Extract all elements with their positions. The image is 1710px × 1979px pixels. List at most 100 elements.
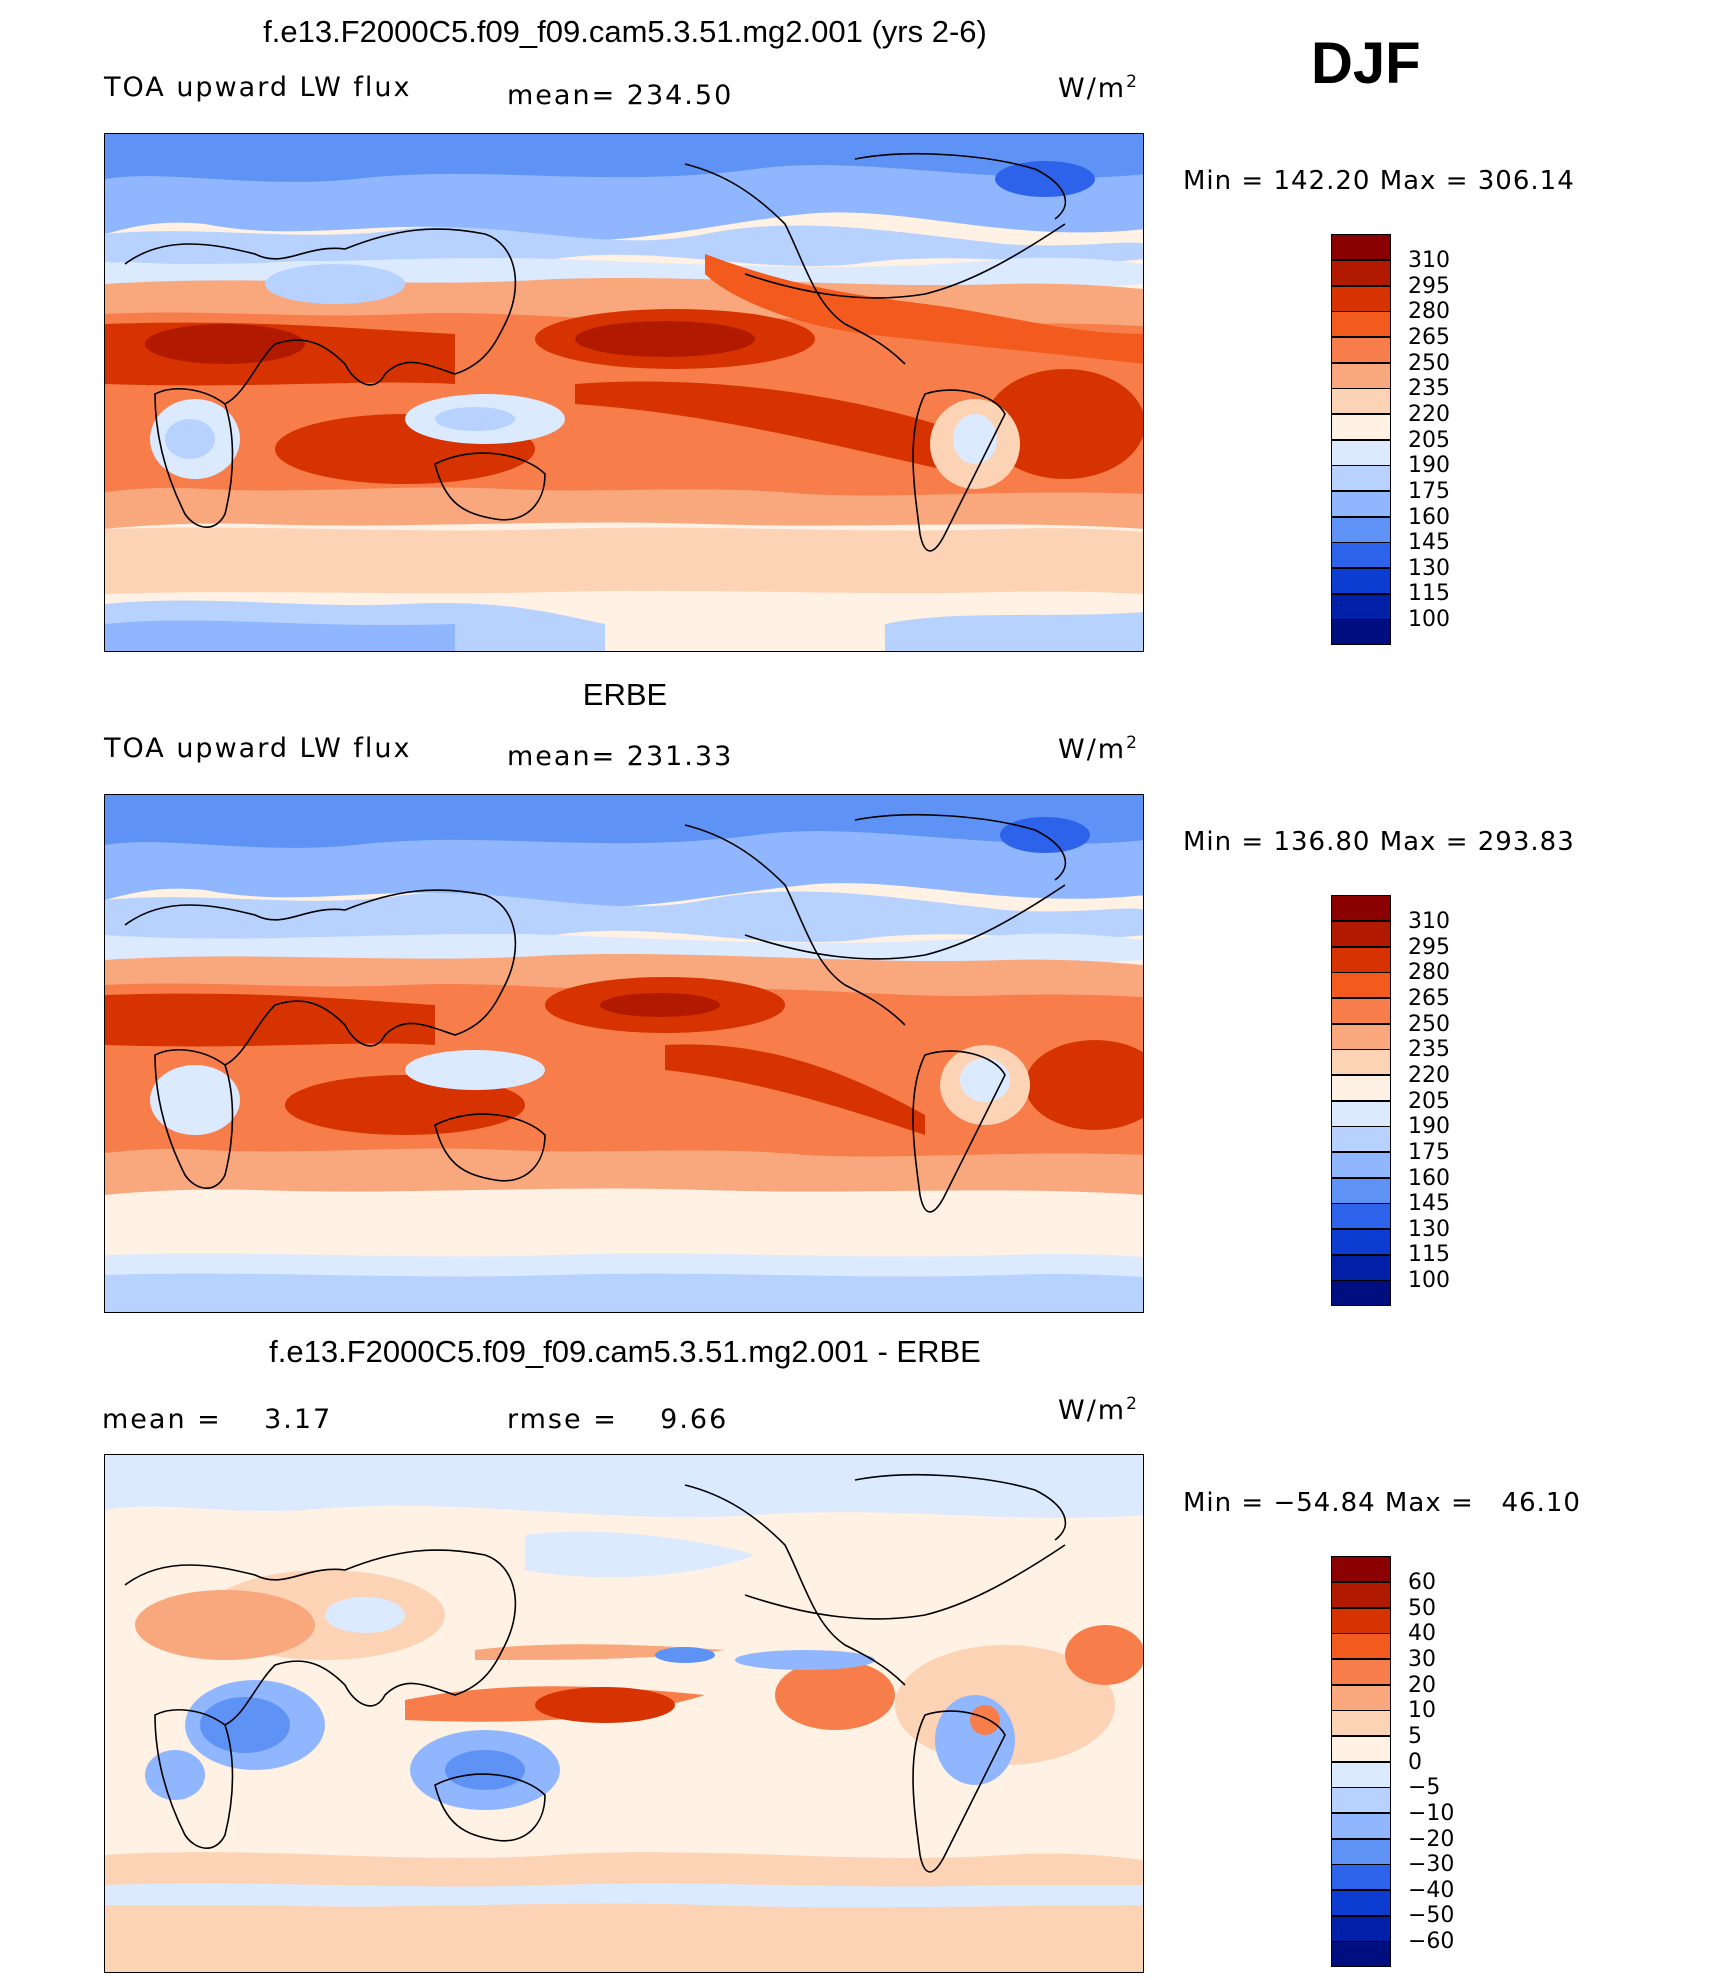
colorbar-tick-label: 175 bbox=[1408, 1140, 1450, 1165]
colorbar-swatch bbox=[1331, 1229, 1391, 1255]
colorbar-swatch bbox=[1331, 1813, 1391, 1839]
colorbar-tick-label: 235 bbox=[1408, 376, 1450, 401]
colorbar-tick-label: 50 bbox=[1408, 1596, 1436, 1621]
colorbar-swatch bbox=[1331, 414, 1391, 440]
panel-3-title: f.e13.F2000C5.f09_f09.cam5.3.51.mg2.001 … bbox=[269, 1334, 981, 1369]
panel-1-mean-label: mean= 234.50 bbox=[507, 80, 734, 111]
colorbar-swatch bbox=[1331, 1582, 1391, 1608]
colorbar-swatch bbox=[1331, 517, 1391, 543]
colorbar-tick-label: 5 bbox=[1408, 1724, 1422, 1749]
colorbar-swatch bbox=[1331, 260, 1391, 286]
colorbar-tick-label: 100 bbox=[1408, 1268, 1450, 1293]
colorbar-swatch bbox=[1331, 542, 1391, 568]
panel-3-mean-label: mean = 3.17 bbox=[102, 1404, 333, 1435]
colorbar-swatch bbox=[1331, 1556, 1391, 1582]
colorbar-swatch bbox=[1331, 1126, 1391, 1152]
panel-2-units: W/m2 bbox=[1058, 733, 1139, 765]
colorbar-swatch bbox=[1331, 1101, 1391, 1127]
colorbar-tick-label: 60 bbox=[1408, 1570, 1436, 1595]
colorbar-swatch bbox=[1331, 1075, 1391, 1101]
colorbar-swatch bbox=[1331, 1633, 1391, 1659]
colorbar-tick-label: 220 bbox=[1408, 402, 1450, 427]
colorbar-swatch bbox=[1331, 363, 1391, 389]
colorbar-tick-label: 145 bbox=[1408, 530, 1450, 555]
colorbar-tick-label: 100 bbox=[1408, 607, 1450, 632]
colorbar-swatch bbox=[1331, 1255, 1391, 1281]
panel-2-mean-label: mean= 231.33 bbox=[507, 741, 734, 772]
colorbar-swatch bbox=[1331, 1049, 1391, 1075]
colorbar-tick-label: 250 bbox=[1408, 1012, 1450, 1037]
panel-3-units: W/m2 bbox=[1058, 1394, 1139, 1426]
colorbar-swatch bbox=[1331, 1890, 1391, 1916]
colorbar-swatch bbox=[1331, 998, 1391, 1024]
colorbar-tick-label: −40 bbox=[1408, 1878, 1455, 1903]
colorbar-tick-label: 280 bbox=[1408, 960, 1450, 985]
colorbar-tick-label: 280 bbox=[1408, 299, 1450, 324]
colorbar-swatch bbox=[1331, 1941, 1391, 1967]
colorbar-swatch bbox=[1331, 1864, 1391, 1890]
colorbar-tick-label: 10 bbox=[1408, 1698, 1436, 1723]
colorbar-swatch bbox=[1331, 1762, 1391, 1788]
colorbar-swatch bbox=[1331, 1024, 1391, 1050]
panel-1-map bbox=[104, 133, 1144, 652]
colorbar-tick-label: 30 bbox=[1408, 1647, 1436, 1672]
colorbar-swatch bbox=[1331, 234, 1391, 260]
panel-1-units: W/m2 bbox=[1058, 72, 1139, 104]
colorbar-tick-label: 115 bbox=[1408, 1242, 1450, 1267]
colorbar-tick-label: 145 bbox=[1408, 1191, 1450, 1216]
colorbar-swatch bbox=[1331, 1710, 1391, 1736]
colorbar-swatch bbox=[1331, 311, 1391, 337]
colorbar-swatch bbox=[1331, 1152, 1391, 1178]
colorbar-swatch bbox=[1331, 972, 1391, 998]
colorbar-swatch bbox=[1331, 1736, 1391, 1762]
panel-2-title: ERBE bbox=[582, 677, 668, 712]
colorbar-tick-label: 205 bbox=[1408, 428, 1450, 453]
colorbar-swatch bbox=[1331, 465, 1391, 491]
colorbar-tick-label: 310 bbox=[1408, 248, 1450, 273]
colorbar-tick-label: −20 bbox=[1408, 1827, 1455, 1852]
panel-1-variable-label: TOA upward LW flux bbox=[104, 72, 412, 103]
panel-2-variable-label: TOA upward LW flux bbox=[104, 733, 412, 764]
colorbar-swatch bbox=[1331, 1839, 1391, 1865]
panel-3-map bbox=[104, 1454, 1144, 1973]
panel-1-minmax: Min = 142.20 Max = 306.14 bbox=[1183, 166, 1575, 196]
colorbar-swatch bbox=[1331, 895, 1391, 921]
panel-3-rmse-label: rmse = 9.66 bbox=[507, 1404, 729, 1435]
colorbar-swatch bbox=[1331, 286, 1391, 312]
colorbar-tick-label: 265 bbox=[1408, 986, 1450, 1011]
colorbar-swatch bbox=[1331, 921, 1391, 947]
panel-2-minmax: Min = 136.80 Max = 293.83 bbox=[1183, 827, 1575, 857]
colorbar-tick-label: 130 bbox=[1408, 1217, 1450, 1242]
panel-1-title: f.e13.F2000C5.f09_f09.cam5.3.51.mg2.001 … bbox=[263, 14, 987, 49]
colorbar-tick-label: 115 bbox=[1408, 581, 1450, 606]
panel-3-minmax: Min = −54.84 Max = 46.10 bbox=[1183, 1488, 1581, 1518]
colorbar-swatch bbox=[1331, 388, 1391, 414]
colorbar-tick-label: 250 bbox=[1408, 351, 1450, 376]
colorbar-tick-label: −5 bbox=[1408, 1775, 1441, 1800]
colorbar-tick-label: 310 bbox=[1408, 909, 1450, 934]
colorbar-swatch bbox=[1331, 1280, 1391, 1306]
colorbar-swatch bbox=[1331, 337, 1391, 363]
colorbar-tick-label: 190 bbox=[1408, 453, 1450, 478]
colorbar-tick-label: 40 bbox=[1408, 1621, 1436, 1646]
colorbar-tick-label: −10 bbox=[1408, 1801, 1455, 1826]
colorbar-swatch bbox=[1331, 1608, 1391, 1634]
colorbar-swatch bbox=[1331, 440, 1391, 466]
colorbar-tick-label: −50 bbox=[1408, 1903, 1455, 1928]
colorbar-tick-label: 295 bbox=[1408, 274, 1450, 299]
colorbar-tick-label: 20 bbox=[1408, 1673, 1436, 1698]
colorbar-tick-label: 160 bbox=[1408, 505, 1450, 530]
colorbar-tick-label: 175 bbox=[1408, 479, 1450, 504]
colorbar-tick-label: −30 bbox=[1408, 1852, 1455, 1877]
season-label: DJF bbox=[1311, 31, 1421, 96]
colorbar-swatch bbox=[1331, 1659, 1391, 1685]
colorbar-tick-label: 190 bbox=[1408, 1114, 1450, 1139]
colorbar-tick-label: 235 bbox=[1408, 1037, 1450, 1062]
colorbar-swatch bbox=[1331, 1685, 1391, 1711]
colorbar-swatch bbox=[1331, 491, 1391, 517]
colorbar-swatch bbox=[1331, 619, 1391, 645]
colorbar-tick-label: 160 bbox=[1408, 1166, 1450, 1191]
colorbar-swatch bbox=[1331, 1787, 1391, 1813]
colorbar-tick-label: 205 bbox=[1408, 1089, 1450, 1114]
colorbar-swatch bbox=[1331, 1178, 1391, 1204]
